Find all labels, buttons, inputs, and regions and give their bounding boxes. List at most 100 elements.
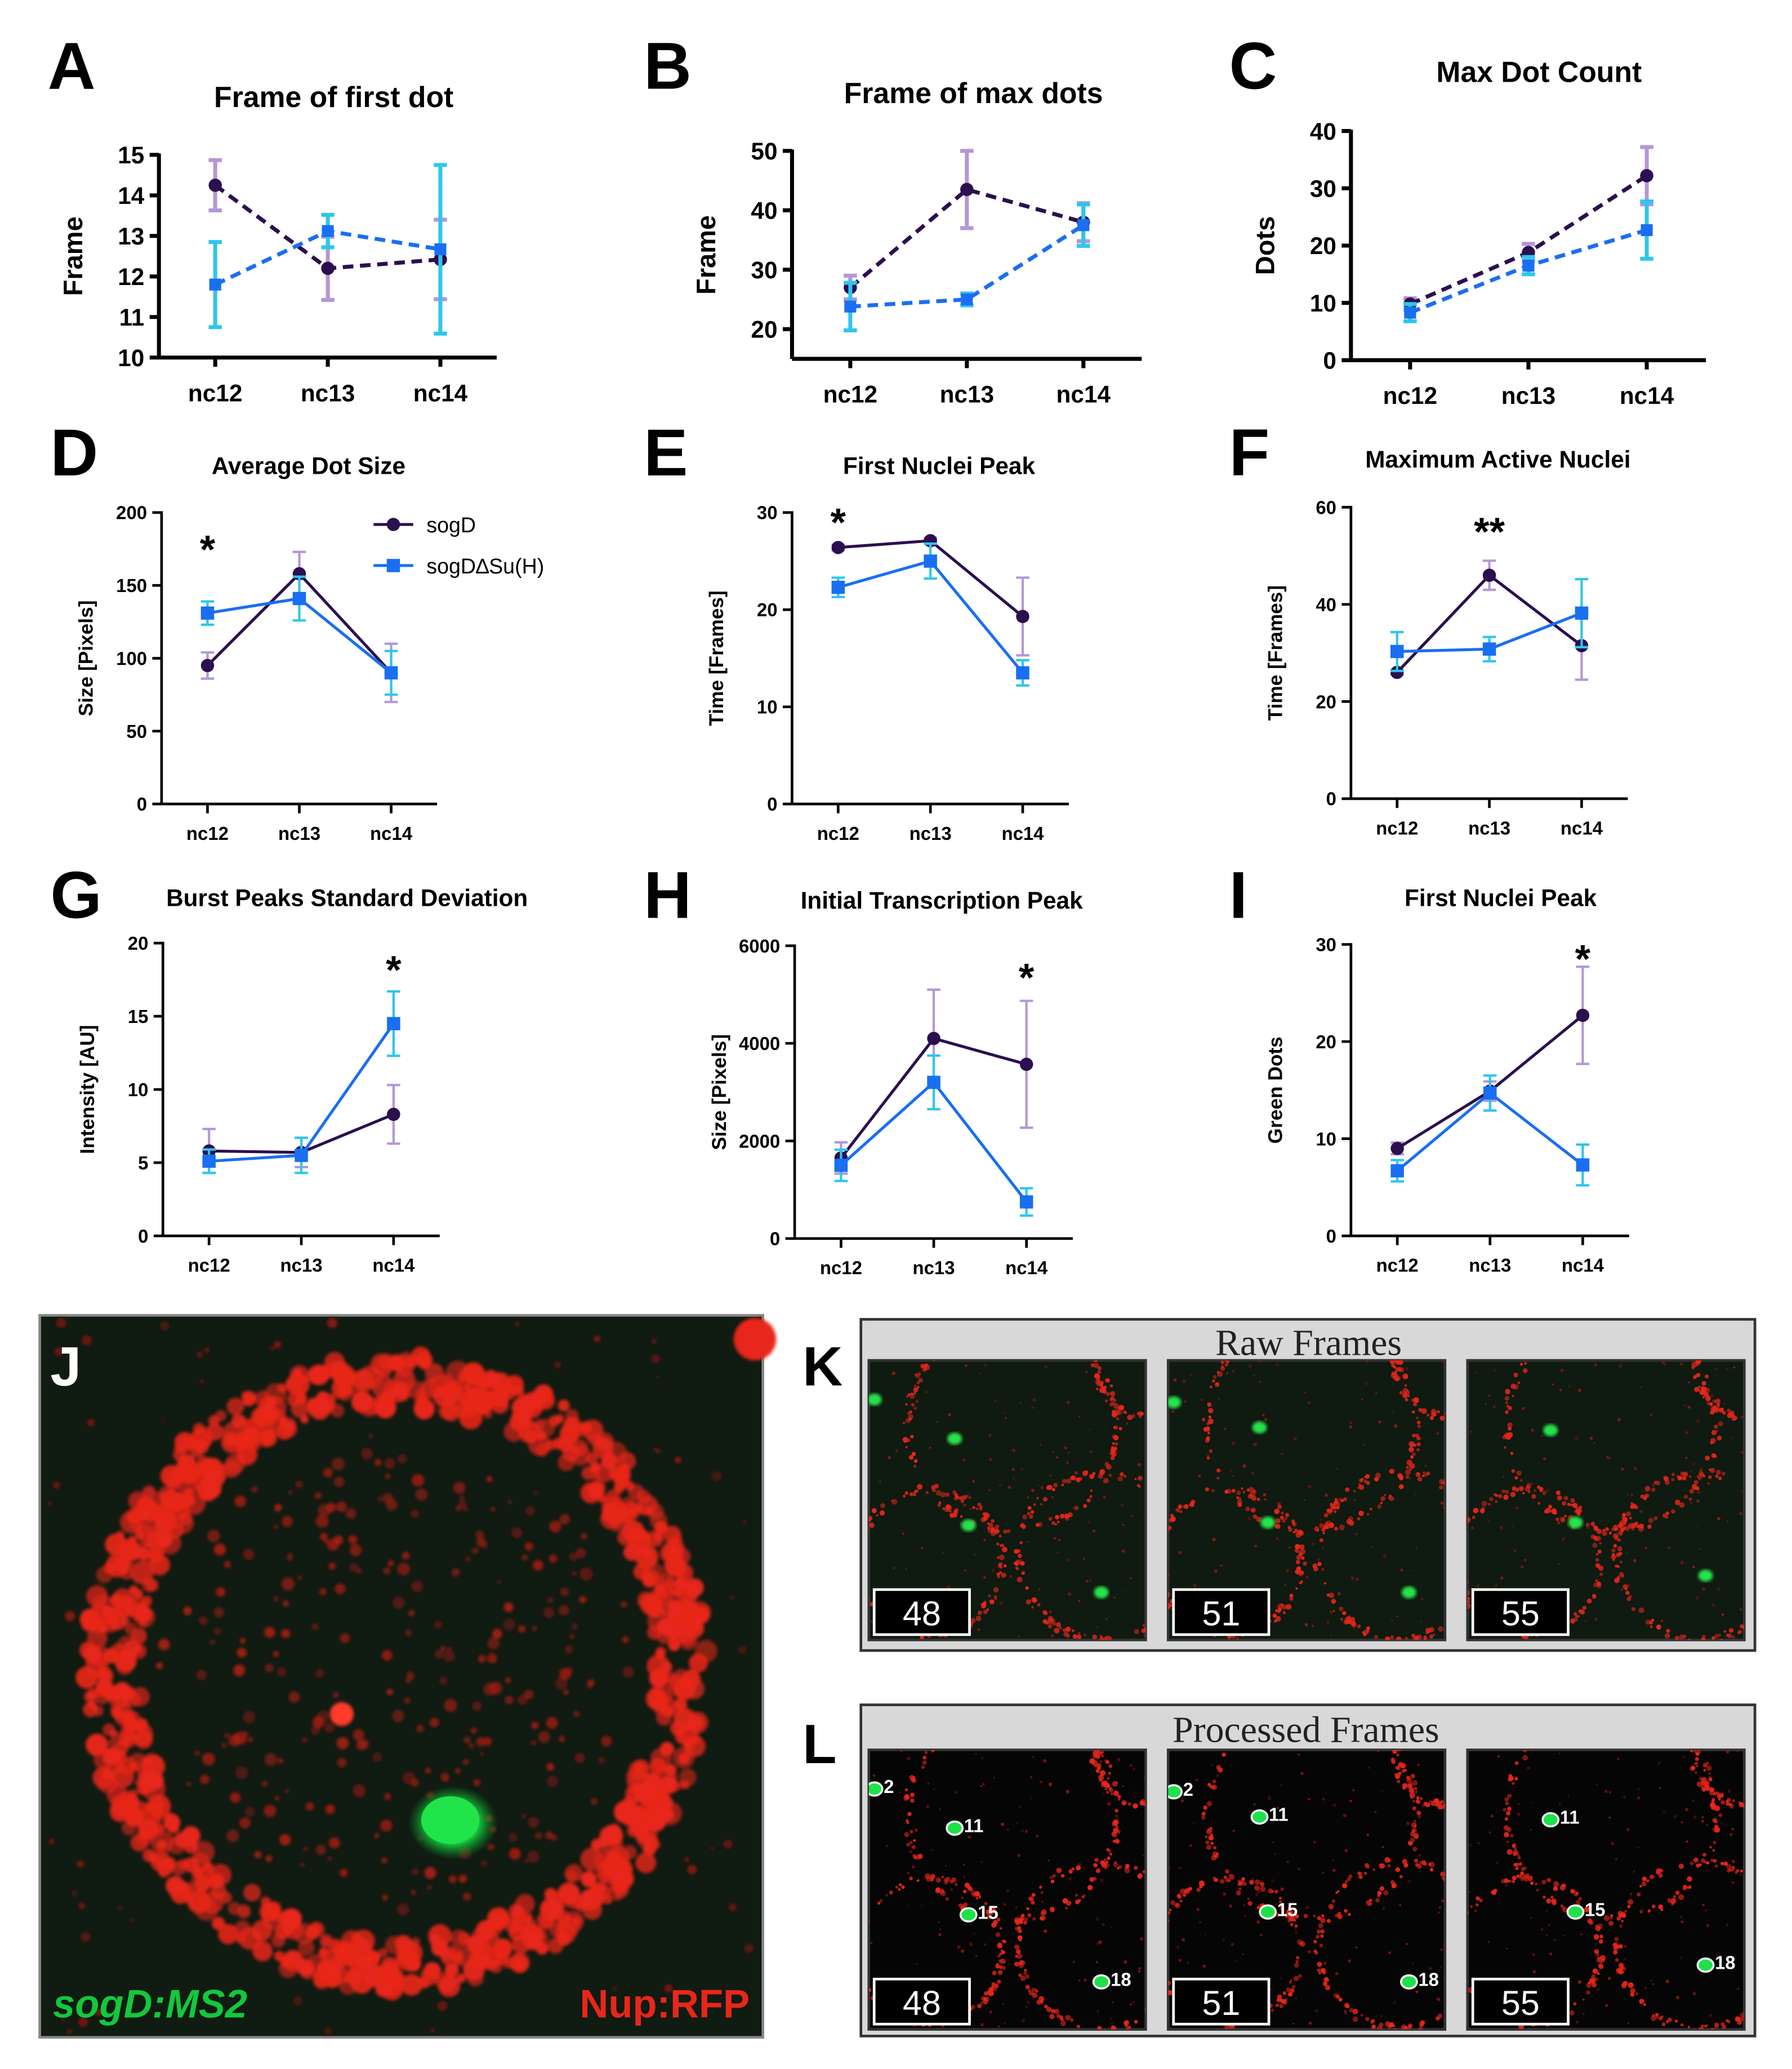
panel-j-nucleus-image: J sogD:MS2 Nup:RFP — [38, 1314, 777, 2039]
segmented-dot — [1168, 1784, 1183, 1800]
legend-label-sogd: sogD — [426, 513, 476, 537]
panel-j-label: J — [50, 1336, 81, 1398]
data-point — [1390, 1141, 1404, 1155]
frame-number: 51 — [1202, 1984, 1240, 2022]
panel-label-g: G — [50, 858, 101, 932]
y-tick-label: 150 — [116, 575, 147, 596]
panel-k-label: K — [803, 1336, 842, 1398]
chart-panel-g: G Burst Peaks Standard Deviation 0 5 10 15 20 n… — [50, 858, 528, 1276]
series-sogd — [200, 550, 398, 704]
y-tick-label: 30 — [1310, 176, 1336, 202]
panel-label-e: E — [644, 416, 688, 490]
y-tick-label: 20 — [757, 599, 778, 620]
panel-label-a: A — [48, 29, 96, 103]
data-point — [209, 278, 221, 291]
frame-number-box — [872, 1588, 971, 1636]
raw-dot — [1168, 1396, 1182, 1409]
x-tick-label: nc12 — [820, 1257, 862, 1278]
frame-number-box — [1172, 1977, 1271, 2026]
data-point — [387, 1017, 400, 1030]
series-sogd-delta-suh — [202, 990, 400, 1174]
dot-id-label: 18 — [1715, 1952, 1736, 1973]
series-sogd-delta-suh — [200, 575, 398, 696]
x-tick-label: nc13 — [1501, 382, 1555, 409]
y-tick-label: 15 — [128, 1006, 149, 1027]
series-sogd-delta-suh — [1390, 577, 1589, 673]
panel-label-b: B — [644, 29, 692, 103]
x-tick-label: nc12 — [1376, 1254, 1419, 1275]
y-tick-label: 12 — [118, 264, 144, 290]
data-point — [1576, 1158, 1590, 1172]
raw-dot — [1568, 1516, 1583, 1529]
y-tick-label: 10 — [128, 1079, 149, 1100]
raw-frame-51: 51 — [1166, 1359, 1447, 1641]
chart-title: Average Dot Size — [212, 453, 405, 479]
y-axis-label: Size [Pixels] — [75, 600, 97, 717]
raw-frame-48: 48 — [867, 1359, 1147, 1641]
ms2-dots: 2 11 15 18 — [868, 1776, 1131, 1990]
data-point — [1482, 642, 1496, 656]
series-sogd-delta-suh — [1403, 199, 1653, 323]
frame-number-box — [872, 1977, 971, 2026]
y-tick-label: 20 — [751, 317, 777, 343]
chart-title: Frame of first dot — [214, 81, 453, 113]
raw-dot — [1252, 1421, 1267, 1434]
nuclei-rings — [868, 1750, 1146, 2030]
processed-frame-48: 2 11 15 18 48 — [867, 1748, 1147, 2031]
chart-panel-f: F Maximum Active Nuclei 0 20 40 60 nc12 nc13 nc1… — [1229, 416, 1630, 838]
panel-l-title: Processed Frames — [1173, 1709, 1439, 1750]
data-point — [1522, 260, 1535, 272]
nuclear-speckles — [48, 1318, 754, 2035]
y-axis-label: Dots — [1250, 216, 1280, 275]
nuclear-envelope — [75, 1346, 717, 2001]
y-tick-label: 2000 — [739, 1131, 780, 1151]
y-tick-label: 10 — [1316, 1128, 1336, 1149]
raw-dot — [961, 1519, 976, 1532]
y-tick-label: 0 — [137, 794, 147, 815]
chart-title: Frame of max dots — [844, 77, 1103, 109]
dot-id-label: 2 — [1183, 1779, 1193, 1800]
data-point — [960, 183, 974, 197]
y-tick-label: 200 — [116, 502, 147, 523]
ms2-dots: 11 15 18 — [1541, 1807, 1736, 1973]
x-tick-label: nc12 — [186, 823, 229, 844]
legend: sogD sogD∆Su(H) — [373, 513, 544, 578]
data-point — [1019, 1057, 1033, 1071]
series-sogd-delta-suh — [831, 542, 1029, 687]
y-tick-label: 0 — [1326, 1226, 1336, 1247]
y-tick-label: 0 — [1326, 789, 1336, 809]
y-axis-label: Time [Frames] — [706, 590, 728, 726]
ms2-dots — [868, 1393, 1109, 1599]
y-tick-label: 10 — [1310, 290, 1336, 317]
panel-l-frames: 2 11 15 18 48 2 11 15 18 51 11 15 18 55 — [867, 1748, 1746, 2031]
y-axis-label: Frame — [58, 216, 88, 296]
segmented-dot — [1250, 1809, 1269, 1825]
y-tick-label: 0 — [138, 1226, 148, 1247]
x-tick-label: nc13 — [910, 823, 952, 844]
y-axis-label: Green Dots — [1265, 1036, 1287, 1143]
series-sogd-delta-suh — [834, 1054, 1033, 1217]
y-tick-label: 30 — [751, 257, 777, 283]
series-sogd-delta-suh — [208, 163, 447, 336]
y-tick-label: 5 — [138, 1153, 148, 1173]
data-point — [1575, 606, 1589, 620]
chart-title: First Nuclei Peak — [1405, 884, 1597, 911]
data-point — [292, 591, 306, 606]
y-tick-label: 20 — [1316, 1031, 1336, 1052]
series-line — [849, 187, 1084, 290]
chart-title: Initial Transcription Peak — [801, 887, 1083, 914]
x-tick-label: nc12 — [817, 823, 859, 844]
data-point — [200, 658, 215, 673]
y-tick-label: 50 — [126, 721, 147, 742]
y-axis-label: Intensity [AU] — [77, 1025, 99, 1154]
frame-number: 55 — [1501, 1594, 1540, 1632]
y-tick-label: 0 — [1323, 348, 1336, 374]
raw-dot — [1094, 1586, 1109, 1599]
chart-panel-c: C Max Dot Count 0 10 20 30 40 nc12 nc13 nc14 Dots — [1229, 29, 1706, 409]
y-tick-label: 40 — [1316, 594, 1336, 615]
data-point — [1390, 665, 1404, 679]
y-tick-label: 20 — [1310, 233, 1336, 259]
corner-blob — [733, 1318, 777, 1361]
chart-panel-b: B Frame of max dots 20 30 40 50 nc12 nc13 nc14 Fr… — [644, 29, 1142, 408]
